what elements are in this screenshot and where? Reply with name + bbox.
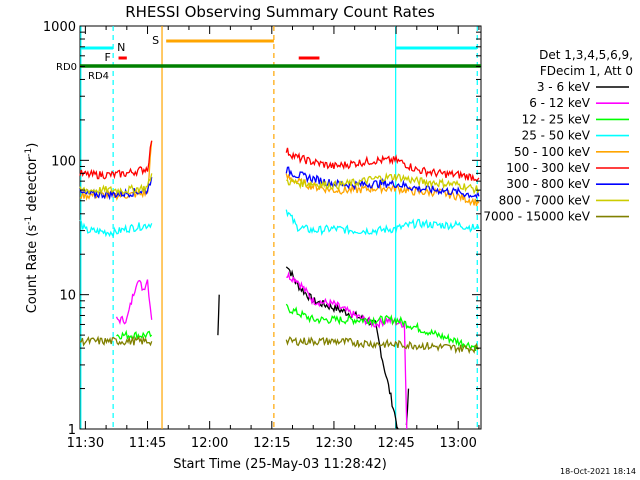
rd-label-0: RD0 [56,62,77,73]
x-axis-label: Start Time (25-May-03 11:28:42) [173,457,387,472]
series-line-3-0 [79,219,153,239]
y-tick-label-0: 1 [68,423,76,438]
series-line-5-0 [79,140,153,180]
legend-label-2: 12 - 25 keV [522,112,591,126]
flag-label-2: S [152,34,159,47]
x-tick-label-4: 12:30 [315,436,352,451]
legend-label-8: 7000 - 15000 keV [483,210,590,224]
legend-label-1: 6 - 12 keV [529,96,591,110]
legend-label-0: 3 - 6 keV [537,80,591,94]
plot-frame [79,25,482,430]
status-vertical-lines [80,26,478,429]
plot-area [79,25,482,430]
series-line-1-0 [115,279,153,326]
chart-title: RHESSI Observing Summary Count Rates [125,3,435,21]
y-axis-label: Count Rate (s-1 detector-1) [24,143,40,314]
series-line-7-0 [79,173,153,196]
y-tick-label-3: 1000 [43,20,76,35]
y-tick-label-2: 100 [51,154,76,169]
legend-header-1: Det 1,3,4,5,6,9, [539,48,633,62]
series-line-2-0 [116,329,153,341]
x-tick-label-3: 12:15 [253,436,290,451]
series-line-8-0 [79,335,153,347]
legend: Det 1,3,4,5,6,9, FDecim 1, Att 0 3 - 6 k… [483,48,633,224]
series-line-4-1 [285,173,480,207]
series-line-0-0 [217,294,220,336]
x-tick-label-0: 11:30 [67,436,104,451]
series-line-6-1 [285,166,480,199]
y-axis-label-main: Count Rate (s [25,225,40,314]
y-axis-label-end: ) [25,143,40,148]
series-line-5-1 [285,147,480,182]
x-tick-label-5: 12:45 [377,436,414,451]
series-line-0-1 [285,266,399,430]
y-axis-label-sup2: -1 [24,148,34,157]
x-tick-label-2: 12:00 [191,436,228,451]
legend-label-5: 100 - 300 keV [506,161,590,175]
legend-header-2: FDecim 1, Att 0 [540,64,633,78]
legend-label-6: 300 - 800 keV [506,177,590,191]
series-lines [79,140,480,430]
legend-label-4: 50 - 100 keV [514,145,591,159]
series-line-3-1 [285,209,480,237]
series-line-8-1 [285,336,480,355]
x-tick-label-1: 11:45 [129,436,166,451]
y-axis-label-sup1: -1 [24,216,34,225]
y-axis-label-mid: detector [25,156,40,216]
axis-ticks: 11:30 11:45 12:00 12:15 12:30 12:45 13:00 1 10 10… [43,20,481,451]
series-line-2-1 [285,303,480,352]
flag-label-1: F [105,51,111,64]
series-line-1-1 [286,271,408,430]
legend-label-3: 25 - 50 keV [522,129,591,143]
legend-label-7: 800 - 7000 keV [499,193,591,207]
y-tick-label-1: 10 [59,289,76,304]
rd4-label: RD4 [88,71,109,82]
status-flags: NF S RD0 RD4 [56,34,481,82]
flag-label-0: N [117,41,125,54]
footer-timestamp: 18-Oct-2021 18:14 [560,467,636,476]
x-tick-label-6: 13:00 [439,436,476,451]
series-line-7-1 [286,171,480,195]
